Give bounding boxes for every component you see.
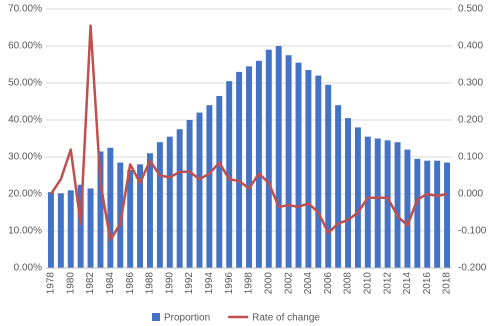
bar [285, 55, 292, 268]
x-tick-label: 1996 [224, 272, 235, 295]
bar [87, 188, 94, 268]
y-tick-label: 50.00% [8, 78, 42, 89]
bar [166, 136, 173, 268]
y2-tick-label: -0.200 [458, 263, 487, 274]
y2-tick-label: 0.300 [458, 78, 483, 89]
y-tick-label: 30.00% [8, 152, 42, 163]
line [49, 24, 448, 242]
bar [354, 127, 361, 269]
y2-tick-label: 0.500 [458, 4, 483, 15]
bar [315, 75, 322, 268]
bar [394, 142, 401, 268]
y2-tick-label: -0.100 [458, 226, 487, 237]
y-tick-label: 70.00% [8, 4, 42, 15]
bar [216, 95, 223, 268]
bar [434, 160, 441, 268]
bar [384, 140, 391, 268]
bar [147, 153, 153, 268]
bar [196, 112, 203, 268]
bar [77, 184, 84, 268]
x-tick-label: 1986 [125, 272, 136, 295]
x-tick-label: 2000 [263, 272, 274, 295]
x-tick-label: 2016 [422, 272, 433, 295]
bar [246, 66, 252, 268]
bar [57, 193, 64, 268]
y2-tick-label: 0.000 [458, 189, 483, 200]
bar [176, 129, 183, 268]
x-tick-label: 2006 [323, 272, 334, 295]
x-tick-label: 2004 [303, 272, 314, 295]
x-tick-label: 2010 [362, 272, 373, 295]
x-tick-label: 1984 [105, 272, 116, 295]
bar [236, 71, 243, 269]
bar [414, 158, 421, 268]
bar [206, 105, 213, 268]
x-tick-label: 1978 [46, 272, 57, 295]
bar [295, 62, 302, 269]
bar [186, 120, 193, 268]
x-tick-label: 2018 [442, 272, 453, 295]
bar [107, 147, 114, 268]
x-tick-label: 1990 [164, 272, 175, 295]
bar [404, 149, 411, 268]
bar [325, 84, 332, 268]
x-tick-label: 1988 [145, 272, 156, 295]
y2-tick-label: 0.200 [458, 115, 483, 126]
y-tick-label: 0.00% [14, 263, 42, 274]
y2-tick-label: 0.400 [458, 41, 483, 52]
bar [97, 151, 104, 268]
bar [117, 162, 124, 268]
bar [255, 60, 262, 268]
x-tick-label: 1998 [244, 272, 255, 295]
bar [364, 136, 371, 268]
x-tick-label: 1992 [184, 272, 195, 295]
y-tick-label: 10.00% [8, 226, 42, 237]
x-tick-label: 2012 [382, 272, 393, 295]
y-tick-label: 20.00% [8, 189, 42, 200]
bar [275, 46, 282, 268]
y2-tick-label: 0.100 [458, 152, 483, 163]
bar [345, 118, 351, 269]
bar [156, 142, 163, 268]
legend-label: Proportion [164, 313, 210, 324]
bar [305, 70, 312, 268]
bar [226, 81, 233, 269]
x-tick-label: 2008 [343, 272, 354, 295]
legend-swatch [152, 313, 160, 321]
bar [67, 190, 74, 268]
y-tick-label: 60.00% [8, 41, 42, 52]
bar [424, 160, 431, 268]
bar [265, 49, 272, 269]
x-tick-label: 1994 [204, 272, 215, 295]
bar [374, 138, 381, 268]
bar [127, 169, 134, 268]
bar [137, 164, 144, 268]
y-tick-label: 40.00% [8, 115, 42, 126]
bar [47, 192, 54, 268]
bar [335, 105, 342, 268]
x-tick-label: 1980 [65, 272, 76, 295]
x-tick-label: 2014 [402, 272, 413, 295]
x-tick-label: 2002 [283, 272, 294, 295]
legend-label: Rate of change [252, 313, 320, 324]
bar [444, 162, 451, 268]
x-tick-label: 1982 [85, 272, 96, 295]
